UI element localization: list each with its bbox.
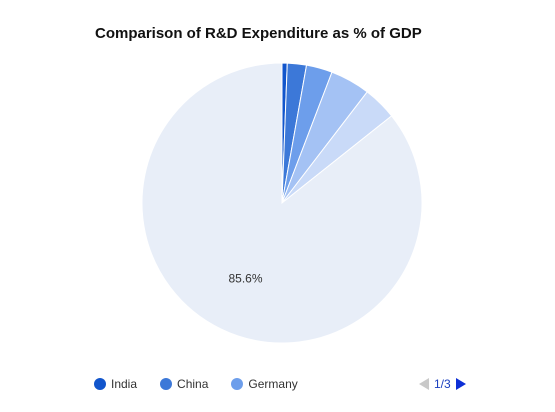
- legend-item-china[interactable]: China: [160, 377, 208, 391]
- legend: India China Germany: [94, 377, 321, 391]
- legend-item-germany[interactable]: Germany: [231, 377, 298, 391]
- legend-label: China: [177, 377, 209, 391]
- legend-prev-arrow-icon[interactable]: [419, 378, 429, 390]
- legend-label: Germany: [248, 377, 298, 391]
- slice-data-label: 85.6%: [228, 272, 262, 286]
- legend-page-indicator: 1/3: [434, 377, 451, 391]
- legend-next-arrow-icon[interactable]: [455, 378, 466, 390]
- pie-slice-6[interactable]: [141, 62, 423, 344]
- legend-item-india[interactable]: India: [94, 377, 137, 391]
- legend-pager: 1/3: [419, 377, 466, 391]
- chart-title: Comparison of R&D Expenditure as % of GD…: [95, 25, 422, 42]
- legend-swatch-icon: [94, 378, 106, 390]
- legend-label: India: [111, 377, 138, 391]
- legend-swatch-icon: [231, 378, 244, 390]
- legend-swatch-icon: [160, 378, 173, 390]
